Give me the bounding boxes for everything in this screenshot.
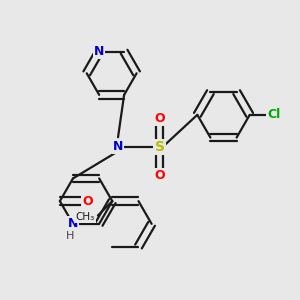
Text: O: O	[82, 195, 93, 208]
Text: N: N	[113, 140, 123, 153]
Text: N: N	[68, 217, 78, 230]
Text: S: S	[154, 140, 165, 154]
Text: CH₃: CH₃	[76, 212, 95, 222]
Text: O: O	[154, 169, 165, 182]
Text: H: H	[66, 231, 74, 241]
Text: N: N	[94, 45, 104, 58]
Text: O: O	[154, 112, 165, 124]
Text: Cl: Cl	[267, 108, 280, 121]
